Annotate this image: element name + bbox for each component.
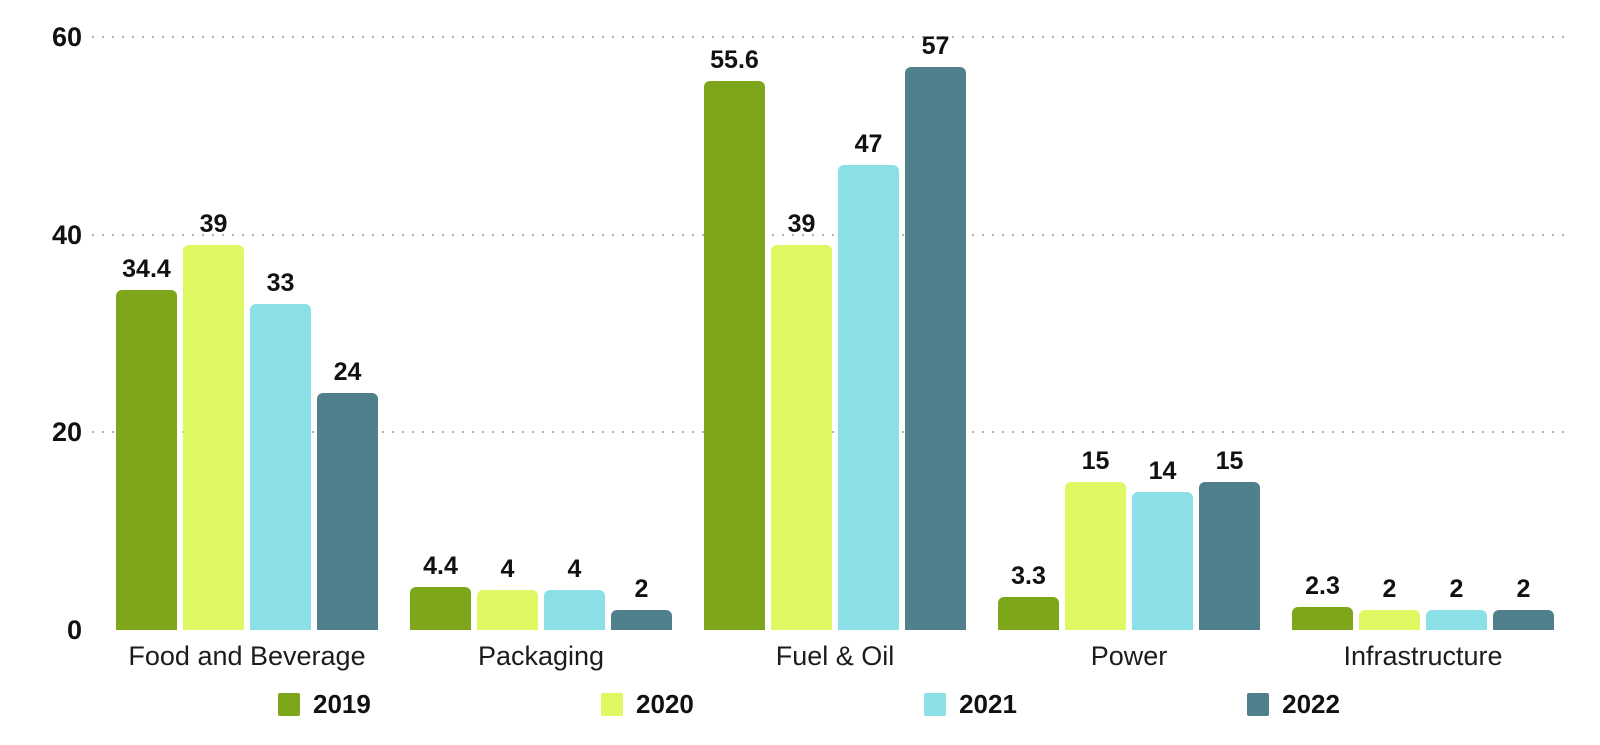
bar-wrapper: 24 — [317, 358, 378, 630]
bar-wrapper: 2 — [1426, 575, 1487, 630]
legend-item: 2022 — [1247, 688, 1340, 719]
bar-value-label: 39 — [199, 209, 228, 238]
bar-value-label: 33 — [266, 268, 295, 297]
legend-swatch — [924, 692, 947, 716]
bar — [611, 610, 672, 630]
bar-value-label: 34.4 — [122, 255, 171, 284]
bar-group: 55.6 39 47 57 — [688, 32, 982, 630]
bar-wrapper: 47 — [838, 130, 899, 630]
legend-label: 2022 — [1282, 688, 1340, 719]
legend-item: 2021 — [924, 688, 1017, 719]
bar-value-label: 2 — [1449, 575, 1464, 604]
bar — [477, 590, 538, 630]
bar — [704, 80, 765, 630]
bar-group: 3.3 15 14 15 — [982, 37, 1276, 630]
bar-wrapper: 4.4 — [410, 552, 471, 630]
bar-wrapper: 15 — [1199, 447, 1260, 630]
category-label: Power — [1090, 641, 1168, 671]
bar-group: 4.4 4 4 2 — [394, 37, 688, 630]
bar-group: 34.4 39 33 24 — [100, 37, 394, 630]
bar — [1199, 481, 1260, 630]
bar-value-label: 47 — [854, 130, 883, 159]
bar-wrapper: 15 — [1065, 447, 1126, 630]
bar-value-label: 4 — [500, 555, 515, 584]
bar-value-label: 15 — [1215, 446, 1244, 475]
legend-swatch — [601, 692, 624, 716]
bar-wrapper: 2 — [1359, 575, 1420, 630]
bar — [250, 303, 311, 630]
category-label: Food and Beverage — [128, 641, 366, 671]
bar — [1493, 610, 1554, 630]
bar-value-label: 2 — [634, 575, 649, 604]
bar-wrapper: 39 — [771, 210, 832, 630]
legend-label: 2020 — [636, 688, 694, 719]
bar — [838, 165, 899, 630]
bar — [1426, 610, 1487, 630]
plot-area: 34.4 39 33 24 4.4 4 4 2 55.6 39 47 57 3.3 15 14 15 2.3 2 2… — [100, 32, 1570, 630]
bar-value-label: 4 — [567, 555, 582, 584]
bar-wrapper: 14 — [1132, 457, 1193, 630]
bar-wrapper: 4 — [477, 555, 538, 630]
legend-item: 2019 — [278, 688, 371, 719]
bar-wrapper: 34.4 — [116, 255, 177, 630]
bar-wrapper: 2 — [1493, 575, 1554, 630]
bar — [905, 66, 966, 630]
bar — [317, 392, 378, 630]
bar-wrapper: 3.3 — [998, 562, 1059, 630]
bar — [1292, 607, 1353, 630]
legend-swatch — [1247, 692, 1270, 716]
gridline — [92, 233, 1566, 236]
bar — [116, 290, 177, 630]
bar-group: 2.3 2 2 2 — [1276, 37, 1570, 630]
bar — [544, 590, 605, 630]
bar-value-label: 57 — [921, 31, 950, 60]
bar-value-label: 14 — [1148, 456, 1177, 485]
bar — [998, 597, 1059, 630]
bar-wrapper: 33 — [250, 269, 311, 630]
bar-wrapper: 2 — [611, 575, 672, 630]
bar — [1132, 491, 1193, 630]
legend-label: 2021 — [959, 688, 1017, 719]
bar-value-label: 24 — [333, 357, 362, 386]
category-label: Fuel & Oil — [775, 641, 895, 671]
bar-value-label: 2 — [1382, 575, 1397, 604]
legend-swatch — [278, 692, 300, 716]
gridline — [92, 36, 1566, 38]
bar-value-label: 15 — [1081, 446, 1110, 475]
bar — [183, 244, 244, 630]
bar — [1359, 610, 1420, 630]
bar-value-label: 2 — [1516, 575, 1531, 604]
bar-value-label: 3.3 — [1011, 562, 1046, 591]
bar-wrapper: 39 — [183, 210, 244, 630]
bar-wrapper: 57 — [905, 32, 966, 630]
bar-wrapper: 4 — [544, 555, 605, 630]
legend: 2019 2020 2021 2022 — [278, 688, 1340, 719]
bar-wrapper: 55.6 — [704, 45, 765, 630]
legend-label: 2019 — [313, 688, 371, 719]
bar-value-label: 55.6 — [710, 45, 759, 74]
bar — [771, 244, 832, 630]
category-axis: Food and Beverage Packaging Fuel & Oil Powe… — [100, 641, 1570, 672]
bar — [1065, 481, 1126, 630]
category-label: Infrastructure — [1343, 641, 1503, 671]
legend-item: 2020 — [601, 688, 694, 719]
y-axis-tick-label: 20 — [51, 417, 82, 448]
y-axis-tick-label: 0 — [66, 615, 82, 645]
y-axis-tick-label: 60 — [51, 22, 82, 52]
bar — [410, 586, 471, 630]
category-label: Packaging — [477, 641, 605, 671]
y-axis-tick-label: 40 — [51, 219, 82, 250]
bar-value-label: 2.3 — [1305, 572, 1340, 601]
bar-value-label: 4.4 — [423, 551, 458, 580]
bar-value-label: 39 — [787, 209, 816, 238]
bar-wrapper: 2.3 — [1292, 572, 1353, 630]
